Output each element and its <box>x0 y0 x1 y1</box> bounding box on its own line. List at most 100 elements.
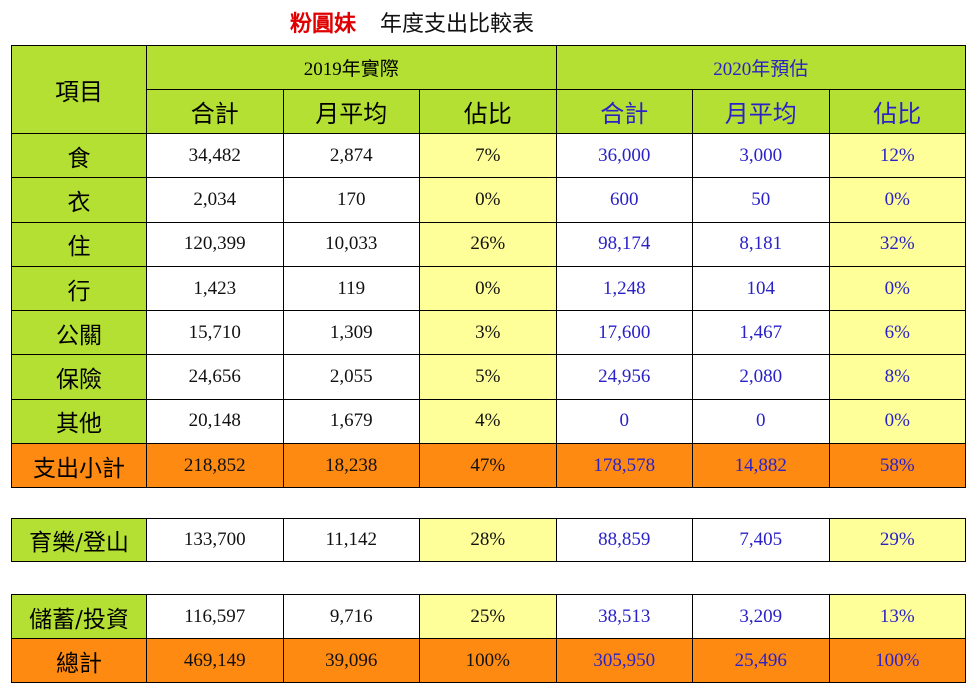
row-label: 行 <box>11 265 147 312</box>
cell-2019-ratio: 25% <box>419 594 557 639</box>
cell-2020-ratio: 58% <box>828 443 967 489</box>
cell-2019-ratio: 28% <box>419 518 557 562</box>
cell-2020-monthly: 1,467 <box>692 310 830 356</box>
cell-2019-ratio: 0% <box>419 265 557 312</box>
cell-2020-ratio: 13% <box>828 594 966 639</box>
row-label: 保險 <box>11 354 147 400</box>
cell-2020-ratio: 32% <box>828 221 967 267</box>
header-2019-actual: 2019年實際 <box>146 45 557 90</box>
cell-2020-total: 600 <box>555 177 694 223</box>
cell-2019-ratio: 100% <box>419 638 557 683</box>
header-2019-monthly: 月平均 <box>282 89 420 134</box>
row-label: 儲蓄/投資 <box>11 594 147 639</box>
cell-2019-monthly: 1,309 <box>282 310 420 356</box>
header-item: 項目 <box>11 45 147 134</box>
row-label: 食 <box>11 132 147 179</box>
brand-name: 粉圓妹 <box>290 11 357 37</box>
table-subtitle: 年度支出比較表 <box>380 12 535 37</box>
cell-2020-monthly: 8,181 <box>692 221 830 267</box>
cell-2019-monthly: 2,874 <box>282 132 420 179</box>
cell-2019-ratio: 0% <box>419 177 557 223</box>
cell-2019-ratio: 47% <box>419 443 557 489</box>
savings-total-table: 儲蓄/投資 116,597 9,716 25% 38,513 3,209 13%… <box>11 594 966 683</box>
cell-2020-monthly: 25,496 <box>692 638 830 683</box>
cell-2020-total: 88,859 <box>555 518 693 562</box>
cell-2019-monthly: 1,679 <box>282 398 420 445</box>
cell-2020-monthly: 104 <box>692 265 830 312</box>
cell-2020-total: 178,578 <box>555 443 694 489</box>
cell-2020-ratio: 0% <box>828 265 967 312</box>
cell-2020-monthly: 3,000 <box>692 132 830 179</box>
header-2019-ratio: 佔比 <box>419 89 557 134</box>
table-row: 食 34,482 2,874 7% 36,000 3,000 12% <box>11 132 967 179</box>
cell-2020-total: 98,174 <box>555 221 694 267</box>
cell-2019-ratio: 4% <box>419 398 557 445</box>
cell-2019-total: 469,149 <box>146 638 284 683</box>
row-label: 其他 <box>11 398 147 445</box>
cell-2019-monthly: 9,716 <box>282 594 420 639</box>
table-row-total: 總計 469,149 39,096 100% 305,950 25,496 10… <box>11 638 966 683</box>
cell-2020-total: 38,513 <box>555 594 693 639</box>
cell-2019-monthly: 11,142 <box>282 518 420 562</box>
table-row: 公關 15,710 1,309 3% 17,600 1,467 6% <box>11 310 967 356</box>
cell-2019-monthly: 2,055 <box>282 354 420 400</box>
cell-2020-monthly: 0 <box>692 398 830 445</box>
row-label: 育樂/登山 <box>11 518 147 562</box>
header-2019-total: 合計 <box>146 89 284 134</box>
cell-2019-total: 133,700 <box>146 518 284 562</box>
expense-table: 項目 2019年實際 2020年預估 合計 月平均 佔比 合計 月平均 佔比 食… <box>11 45 967 489</box>
cell-2020-ratio: 8% <box>828 354 967 400</box>
table-row: 保險 24,656 2,055 5% 24,956 2,080 8% <box>11 354 967 400</box>
table-row-savings: 儲蓄/投資 116,597 9,716 25% 38,513 3,209 13% <box>11 594 966 639</box>
table-row: 行 1,423 119 0% 1,248 104 0% <box>11 265 967 312</box>
header-2020-ratio: 佔比 <box>828 89 967 134</box>
cell-2019-monthly: 39,096 <box>282 638 420 683</box>
row-label: 衣 <box>11 177 147 223</box>
cell-2020-total: 305,950 <box>555 638 693 683</box>
table-row: 衣 2,034 170 0% 600 50 0% <box>11 177 967 223</box>
row-label: 公關 <box>11 310 147 356</box>
table-row-leisure: 育樂/登山 133,700 11,142 28% 88,859 7,405 29… <box>11 518 966 562</box>
cell-2019-ratio: 7% <box>419 132 557 179</box>
header-2020-monthly: 月平均 <box>692 89 830 134</box>
cell-2020-ratio: 6% <box>828 310 967 356</box>
row-label: 總計 <box>11 638 147 683</box>
cell-2019-ratio: 26% <box>419 221 557 267</box>
table-row: 其他 20,148 1,679 4% 0 0 0% <box>11 398 967 445</box>
row-label: 住 <box>11 221 147 267</box>
cell-2019-total: 116,597 <box>146 594 284 639</box>
cell-2019-ratio: 3% <box>419 310 557 356</box>
cell-2019-total: 34,482 <box>146 132 284 179</box>
cell-2019-ratio: 5% <box>419 354 557 400</box>
cell-2020-total: 17,600 <box>555 310 694 356</box>
cell-2020-ratio: 0% <box>828 398 967 445</box>
cell-2020-monthly: 2,080 <box>692 354 830 400</box>
cell-2019-total: 24,656 <box>146 354 284 400</box>
cell-2019-total: 15,710 <box>146 310 284 356</box>
cell-2020-monthly: 50 <box>692 177 830 223</box>
header-2020-total: 合計 <box>555 89 694 134</box>
leisure-table: 育樂/登山 133,700 11,142 28% 88,859 7,405 29… <box>11 518 966 562</box>
cell-2020-ratio: 12% <box>828 132 967 179</box>
cell-2019-total: 2,034 <box>146 177 284 223</box>
cell-2020-ratio: 0% <box>828 177 967 223</box>
cell-2020-total: 24,956 <box>555 354 694 400</box>
cell-2019-monthly: 170 <box>282 177 420 223</box>
cell-2019-total: 20,148 <box>146 398 284 445</box>
cell-2019-total: 218,852 <box>146 443 284 489</box>
cell-2019-monthly: 18,238 <box>282 443 420 489</box>
cell-2020-monthly: 7,405 <box>692 518 830 562</box>
header-2020-estimate: 2020年預估 <box>555 45 967 90</box>
cell-2020-total: 1,248 <box>555 265 694 312</box>
cell-2020-total: 0 <box>555 398 694 445</box>
row-label: 支出小計 <box>11 443 147 489</box>
cell-2020-monthly: 14,882 <box>692 443 830 489</box>
cell-2020-monthly: 3,209 <box>692 594 830 639</box>
table-row: 住 120,399 10,033 26% 98,174 8,181 32% <box>11 221 967 267</box>
table-row-subtotal: 支出小計 218,852 18,238 47% 178,578 14,882 5… <box>11 443 967 489</box>
cell-2019-total: 120,399 <box>146 221 284 267</box>
page-title: 粉圓妹 年度支出比較表 <box>290 6 534 38</box>
cell-2019-monthly: 119 <box>282 265 420 312</box>
cell-2020-total: 36,000 <box>555 132 694 179</box>
cell-2020-ratio: 29% <box>828 518 966 562</box>
